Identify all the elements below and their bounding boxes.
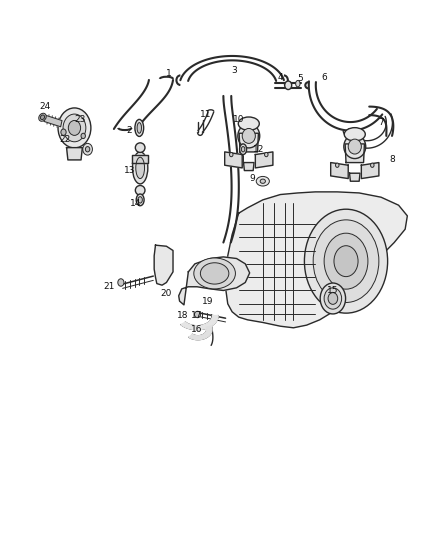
Ellipse shape — [238, 117, 259, 131]
Ellipse shape — [256, 176, 269, 186]
Polygon shape — [331, 163, 348, 179]
Text: 6: 6 — [321, 73, 327, 82]
Text: 23: 23 — [74, 116, 85, 124]
Ellipse shape — [240, 144, 247, 155]
Ellipse shape — [135, 143, 145, 152]
Ellipse shape — [137, 123, 141, 133]
Ellipse shape — [242, 128, 255, 143]
Text: 24: 24 — [39, 102, 50, 111]
Text: 10: 10 — [233, 116, 244, 124]
Ellipse shape — [68, 120, 81, 135]
Text: 9: 9 — [249, 174, 255, 183]
Ellipse shape — [135, 119, 144, 136]
Ellipse shape — [336, 163, 339, 167]
Polygon shape — [179, 257, 250, 305]
Ellipse shape — [313, 220, 379, 303]
Ellipse shape — [320, 283, 346, 314]
Text: 15: 15 — [327, 286, 339, 295]
Ellipse shape — [118, 279, 124, 286]
Ellipse shape — [135, 185, 145, 195]
Text: 3: 3 — [231, 66, 237, 75]
Text: 12: 12 — [253, 145, 264, 154]
Text: 5: 5 — [297, 74, 303, 83]
Ellipse shape — [194, 258, 236, 289]
Ellipse shape — [334, 246, 358, 277]
Ellipse shape — [83, 143, 92, 155]
Polygon shape — [239, 133, 258, 152]
Text: 14: 14 — [130, 199, 141, 208]
Ellipse shape — [85, 147, 90, 152]
Polygon shape — [189, 326, 212, 340]
Ellipse shape — [136, 194, 144, 206]
Text: 21: 21 — [103, 282, 114, 290]
Polygon shape — [154, 245, 173, 285]
Ellipse shape — [371, 163, 374, 167]
Text: 22: 22 — [59, 135, 71, 144]
Polygon shape — [345, 144, 364, 163]
Polygon shape — [350, 173, 360, 181]
Polygon shape — [67, 148, 82, 160]
Polygon shape — [361, 163, 379, 179]
Ellipse shape — [328, 293, 338, 304]
Polygon shape — [44, 115, 62, 127]
Polygon shape — [132, 155, 148, 163]
Ellipse shape — [39, 113, 46, 122]
Ellipse shape — [241, 147, 245, 152]
Polygon shape — [255, 152, 273, 168]
Text: 2: 2 — [127, 126, 132, 135]
Text: 17: 17 — [191, 311, 203, 320]
Ellipse shape — [230, 152, 233, 157]
Ellipse shape — [304, 209, 388, 313]
Text: 1: 1 — [166, 69, 172, 78]
Ellipse shape — [324, 288, 342, 309]
Ellipse shape — [138, 197, 142, 203]
Ellipse shape — [61, 129, 66, 135]
Ellipse shape — [238, 124, 260, 148]
Ellipse shape — [285, 81, 292, 90]
Polygon shape — [244, 163, 254, 171]
Ellipse shape — [344, 127, 365, 141]
Text: 16: 16 — [191, 325, 203, 334]
Text: 19: 19 — [202, 297, 214, 305]
Text: 13: 13 — [124, 166, 135, 175]
Text: 20: 20 — [160, 289, 171, 297]
Ellipse shape — [265, 152, 268, 157]
Ellipse shape — [344, 134, 366, 159]
Ellipse shape — [194, 311, 201, 318]
Text: 18: 18 — [177, 311, 189, 320]
Polygon shape — [226, 192, 407, 328]
Ellipse shape — [260, 179, 265, 183]
Ellipse shape — [348, 139, 361, 154]
Text: 4: 4 — [278, 73, 283, 82]
Polygon shape — [181, 316, 218, 329]
Ellipse shape — [324, 233, 368, 289]
Ellipse shape — [81, 133, 85, 139]
Ellipse shape — [58, 108, 91, 148]
Ellipse shape — [63, 114, 86, 142]
Ellipse shape — [200, 263, 229, 284]
Ellipse shape — [40, 115, 45, 119]
Ellipse shape — [136, 157, 145, 179]
Polygon shape — [225, 152, 242, 168]
Text: 8: 8 — [389, 156, 395, 164]
Ellipse shape — [132, 152, 148, 184]
Ellipse shape — [296, 80, 300, 87]
Text: 7: 7 — [378, 118, 384, 127]
Text: 11: 11 — [200, 110, 212, 119]
